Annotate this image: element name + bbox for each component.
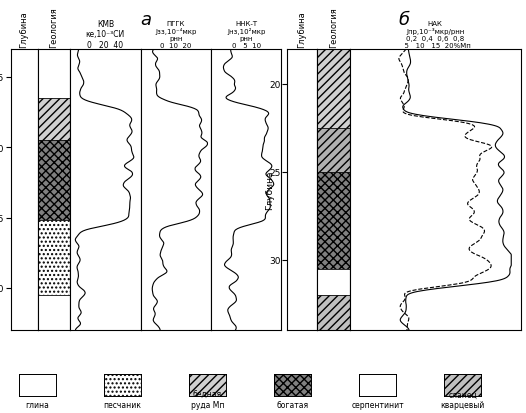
Bar bbox=[317, 50, 350, 128]
Text: сланец
кварцевый: сланец кварцевый bbox=[440, 390, 485, 409]
Text: Глубина: Глубина bbox=[19, 11, 28, 47]
Text: серпентинит: серпентинит bbox=[351, 400, 404, 409]
Bar bbox=[38, 99, 70, 141]
Bar bbox=[38, 50, 70, 99]
Bar bbox=[317, 173, 350, 269]
Title: ПГГК
Jзз,10⁻⁴мкр
рнн
0  10  20: ПГГК Jзз,10⁻⁴мкр рнн 0 10 20 bbox=[155, 21, 196, 49]
Text: богатая: богатая bbox=[277, 400, 309, 409]
Text: Глубина: Глубина bbox=[266, 170, 275, 210]
Text: Геология: Геология bbox=[49, 7, 58, 47]
Bar bbox=[38, 141, 70, 221]
Title: КМВ
κе,10⁻³СИ
0   20  40: КМВ κе,10⁻³СИ 0 20 40 bbox=[86, 20, 125, 50]
Text: песчаник: песчаник bbox=[104, 400, 141, 409]
Title: НАК
Jпр,10⁻³мкр/рнн
0,2  0,4  0,6  0,8
  5   10   15  20%Мп: НАК Jпр,10⁻³мкр/рнн 0,2 0,4 0,6 0,8 5 10… bbox=[400, 21, 471, 49]
Text: а: а bbox=[140, 11, 151, 29]
Title: ННК-Т
Jнз,10²мкр
рнн
0   5  10: ННК-Т Jнз,10²мкр рнн 0 5 10 bbox=[227, 21, 266, 49]
Bar bbox=[317, 295, 350, 330]
Bar bbox=[38, 295, 70, 330]
Text: б: б bbox=[398, 11, 409, 29]
Text: Геология: Геология bbox=[329, 7, 338, 47]
Bar bbox=[317, 269, 350, 295]
Text: Глубина: Глубина bbox=[297, 11, 306, 47]
Text: бедная
руда Мп: бедная руда Мп bbox=[191, 390, 224, 409]
Bar bbox=[317, 128, 350, 173]
Bar bbox=[38, 221, 70, 295]
Text: глина: глина bbox=[25, 400, 49, 409]
